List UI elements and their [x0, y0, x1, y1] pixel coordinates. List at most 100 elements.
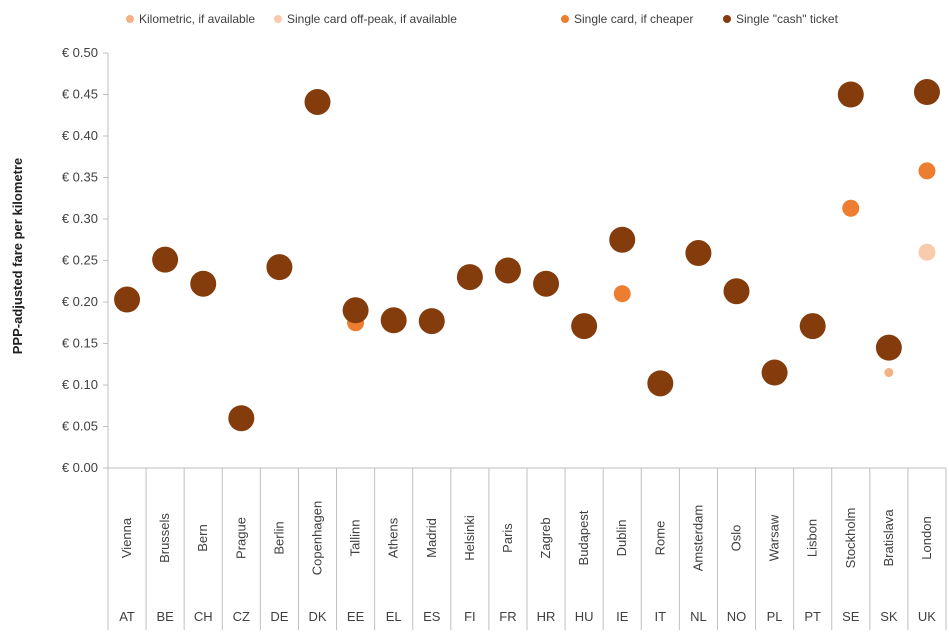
series-0 — [884, 368, 894, 378]
data-point — [685, 240, 712, 267]
data-point — [228, 405, 255, 432]
data-point — [609, 226, 636, 253]
x-country-label: BE — [156, 609, 174, 624]
y-tick-label: € 0.20 — [62, 294, 98, 309]
x-axis: Vienna Brussels Bern Prague Berlin Copenhagen… — [107, 467, 947, 630]
x-country-label: FR — [499, 609, 516, 624]
x-country-label: IT — [655, 609, 667, 624]
data-point — [494, 257, 521, 284]
data-point — [723, 278, 750, 305]
legend-marker — [723, 15, 731, 23]
x-country-label: DE — [270, 609, 288, 624]
data-point — [799, 313, 826, 340]
x-country-label: HU — [575, 609, 594, 624]
data-point — [613, 285, 631, 303]
legend-label: Kilometric, if available — [139, 12, 255, 26]
series-3 — [114, 79, 940, 432]
x-country-label: HR — [537, 609, 556, 624]
x-city-label: Prague — [233, 517, 248, 559]
x-country-label: EL — [386, 609, 402, 624]
x-country-label: IE — [616, 609, 629, 624]
legend-marker — [126, 15, 134, 23]
legend-marker — [561, 15, 569, 23]
legend-marker — [274, 15, 282, 23]
data-point — [761, 359, 788, 386]
x-country-label: CH — [194, 609, 213, 624]
data-point — [533, 270, 560, 297]
series-2 — [347, 162, 936, 332]
y-tick-label: € 0.15 — [62, 336, 98, 351]
x-city-label: Tallinn — [348, 520, 363, 557]
data-point — [418, 308, 445, 335]
x-country-label: UK — [918, 609, 936, 624]
legend-label: Single "cash" ticket — [736, 12, 839, 26]
x-city-label: Amsterdam — [690, 505, 705, 571]
x-country-label: PL — [767, 609, 783, 624]
data-point — [875, 334, 902, 361]
x-city-label: Vienna — [119, 517, 134, 558]
x-city-label: Bratislava — [881, 509, 896, 567]
chart-legend: Kilometric, if available Single card off-… — [126, 12, 839, 26]
data-point — [152, 246, 179, 273]
y-tick-label: € 0.00 — [62, 460, 98, 475]
x-city-label: Copenhagen — [310, 501, 325, 575]
data-point — [342, 297, 369, 324]
x-city-label: Dublin — [614, 520, 629, 557]
x-city-label: Zagreb — [538, 517, 553, 558]
data-point — [304, 88, 331, 115]
data-point — [380, 307, 407, 334]
data-points — [114, 79, 940, 432]
x-country-label: AT — [119, 609, 135, 624]
y-tick-label: € 0.50 — [62, 45, 98, 60]
x-country-label: EE — [347, 609, 365, 624]
data-point — [918, 162, 936, 180]
series-1 — [918, 243, 936, 261]
y-axis: € 0.00 € 0.05 € 0.10 € 0.15 € 0.20 € 0.25 € 0.… — [62, 45, 109, 475]
data-point — [918, 243, 936, 261]
y-tick-label: € 0.40 — [62, 128, 98, 143]
x-country-label: CZ — [233, 609, 250, 624]
x-city-label: Bern — [195, 524, 210, 551]
x-city-label: Warsaw — [767, 514, 782, 561]
data-point — [913, 79, 940, 106]
data-point — [842, 199, 860, 217]
x-city-label: Paris — [500, 523, 515, 553]
data-point — [266, 254, 293, 281]
data-point — [571, 313, 598, 340]
y-tick-label: € 0.30 — [62, 211, 98, 226]
x-country-label: DK — [308, 609, 326, 624]
x-city-label: Brussels — [157, 513, 172, 563]
x-city-label: Budapest — [576, 510, 591, 565]
x-country-label: PT — [804, 609, 821, 624]
x-country-label: NL — [690, 609, 707, 624]
x-city-label: Helsinki — [462, 515, 477, 561]
x-city-label: Lisbon — [805, 519, 820, 557]
x-city-label: Berlin — [271, 521, 286, 554]
data-point — [647, 370, 674, 397]
y-tick-label: € 0.45 — [62, 87, 98, 102]
x-country-label: SE — [842, 609, 860, 624]
x-country-label: ES — [423, 609, 441, 624]
data-point — [837, 81, 864, 108]
x-country-label: SK — [880, 609, 898, 624]
x-country-label: FI — [464, 609, 476, 624]
x-country-label: NO — [727, 609, 747, 624]
y-tick-label: € 0.05 — [62, 419, 98, 434]
data-point — [884, 368, 894, 378]
y-tick-label: € 0.10 — [62, 377, 98, 392]
x-city-label: Stockholm — [843, 508, 858, 569]
x-city-label: London — [919, 516, 934, 559]
x-city-label: Oslo — [729, 525, 744, 552]
y-tick-label: € 0.35 — [62, 170, 98, 185]
x-city-label: Athens — [386, 517, 401, 558]
data-point — [114, 286, 141, 313]
data-point — [456, 264, 483, 291]
legend-label: Single card, if cheaper — [574, 12, 693, 26]
data-point — [190, 270, 217, 297]
x-city-label: Madrid — [424, 518, 439, 558]
x-city-label: Rome — [652, 521, 667, 556]
y-axis-title: PPP-adjusted fare per kilometre — [10, 158, 25, 355]
y-tick-label: € 0.25 — [62, 253, 98, 268]
legend-label: Single card off-peak, if available — [287, 12, 457, 26]
